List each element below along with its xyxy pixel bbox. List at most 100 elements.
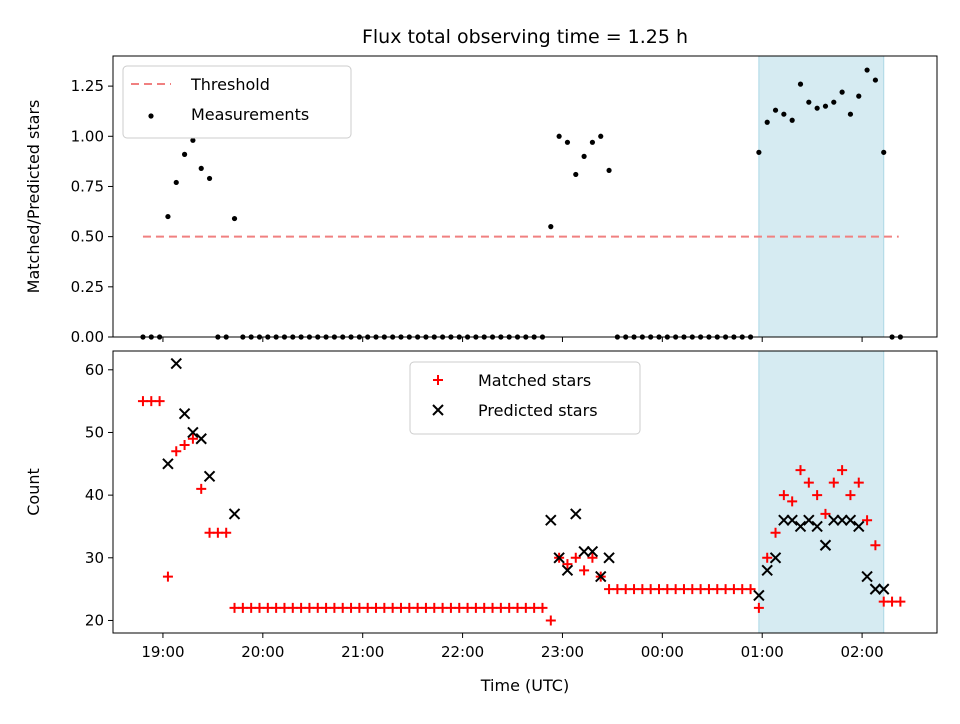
- y-tick-label: 0.75: [71, 177, 104, 195]
- data-point: [789, 117, 795, 123]
- data-point: [589, 139, 596, 145]
- data-point: [853, 520, 865, 533]
- highlight-span: [758, 55, 885, 338]
- data-point: [603, 552, 615, 564]
- data-point: [545, 514, 557, 526]
- data-point: [198, 165, 204, 171]
- data-point: [861, 570, 873, 583]
- data-point: [895, 596, 906, 607]
- data-point: [806, 99, 812, 105]
- data-point: [762, 552, 773, 563]
- data-point: [797, 81, 804, 87]
- data-point: [578, 545, 590, 558]
- data-point: [595, 570, 607, 583]
- legend-marker: [432, 404, 444, 416]
- x-axis-label: Time (UTC): [480, 676, 569, 695]
- data-point: [170, 357, 182, 370]
- data-point: [228, 508, 241, 520]
- data-point: [837, 465, 848, 476]
- data-point: [778, 514, 790, 526]
- plot-frame: [112, 55, 938, 338]
- data-point: [753, 602, 764, 613]
- x-tick-label: 22:00: [441, 643, 484, 661]
- y-axis-label: Matched/Predicted stars: [24, 100, 43, 294]
- data-point: [869, 583, 882, 595]
- x-tick-label: 02:00: [840, 643, 883, 661]
- data-point: [171, 446, 182, 457]
- legend-marker: [148, 113, 154, 119]
- data-point: [756, 149, 762, 155]
- legend-box: [409, 361, 641, 435]
- legend-label: Threshold: [190, 75, 270, 94]
- series-predicted-stars: [162, 357, 890, 602]
- chart-panel-2: 20 30 40 50 60 19:00 20:00 21:00 22:00 23:00 00:00…: [24, 350, 938, 695]
- y-axis-label: Count: [24, 468, 43, 516]
- data-point: [545, 615, 556, 626]
- data-point: [561, 564, 574, 577]
- y-tick-label: 0.50: [71, 228, 104, 246]
- y-tick-label: 40: [85, 486, 104, 504]
- data-point: [162, 571, 173, 582]
- series-matched-stars: [137, 396, 906, 626]
- data-point: [778, 490, 789, 501]
- data-point: [562, 559, 573, 570]
- data-point: [586, 545, 599, 558]
- data-point: [828, 477, 839, 488]
- x-tick-label: 00:00: [641, 643, 684, 661]
- legend-label: Measurements: [191, 105, 309, 124]
- data-point: [772, 107, 779, 113]
- legend-label: Matched stars: [478, 371, 591, 390]
- y-tick-label: 60: [85, 361, 104, 379]
- data-point: [845, 490, 856, 501]
- data-point: [570, 552, 581, 563]
- legend: Threshold Measurements: [122, 65, 352, 139]
- data-point: [822, 103, 829, 109]
- x-tick-label: 01:00: [741, 643, 784, 661]
- chart-panel-1: 0.00 0.25 0.50 0.75 1.00 1.25 Flux total obser…: [24, 26, 938, 346]
- data-point: [581, 153, 587, 159]
- data-point: [787, 496, 798, 507]
- y-tick-label: 0.25: [71, 278, 104, 296]
- data-point: [154, 396, 165, 407]
- data-point: [820, 508, 831, 519]
- data-point: [606, 167, 612, 174]
- data-point: [570, 508, 582, 520]
- data-point: [856, 93, 862, 99]
- data-point: [803, 477, 814, 488]
- data-point: [165, 213, 171, 220]
- data-point: [587, 552, 598, 563]
- data-point: [537, 602, 548, 613]
- data-point: [162, 458, 174, 470]
- x-tick-label: 19:00: [141, 643, 184, 661]
- y-tick-label: 1.00: [71, 127, 104, 145]
- data-point: [173, 179, 179, 186]
- highlight-span: [758, 350, 885, 634]
- x-tick-label: 20:00: [241, 643, 284, 661]
- legend-marker: [433, 375, 443, 385]
- data-point: [181, 151, 188, 157]
- y-tick-label: 0.00: [71, 328, 104, 346]
- data-point: [553, 552, 565, 564]
- data-point: [872, 77, 879, 83]
- data-point: [761, 564, 773, 577]
- data-point: [828, 514, 840, 526]
- data-point: [878, 583, 890, 595]
- data-point: [803, 514, 815, 526]
- data-point: [598, 133, 604, 139]
- y-tick-label: 1.25: [71, 77, 104, 95]
- data-point: [206, 175, 213, 182]
- data-point: [573, 171, 579, 178]
- data-point: [839, 89, 845, 95]
- data-point: [178, 407, 191, 420]
- data-point: [819, 539, 832, 551]
- y-tick-label: 30: [85, 549, 104, 567]
- data-point: [870, 540, 881, 551]
- data-point: [221, 527, 232, 538]
- data-point: [786, 514, 798, 526]
- data-point: [836, 514, 848, 526]
- data-point: [881, 149, 887, 155]
- data-point: [812, 490, 823, 501]
- legend: Matched stars Predicted stars: [409, 361, 641, 435]
- data-point: [231, 215, 238, 222]
